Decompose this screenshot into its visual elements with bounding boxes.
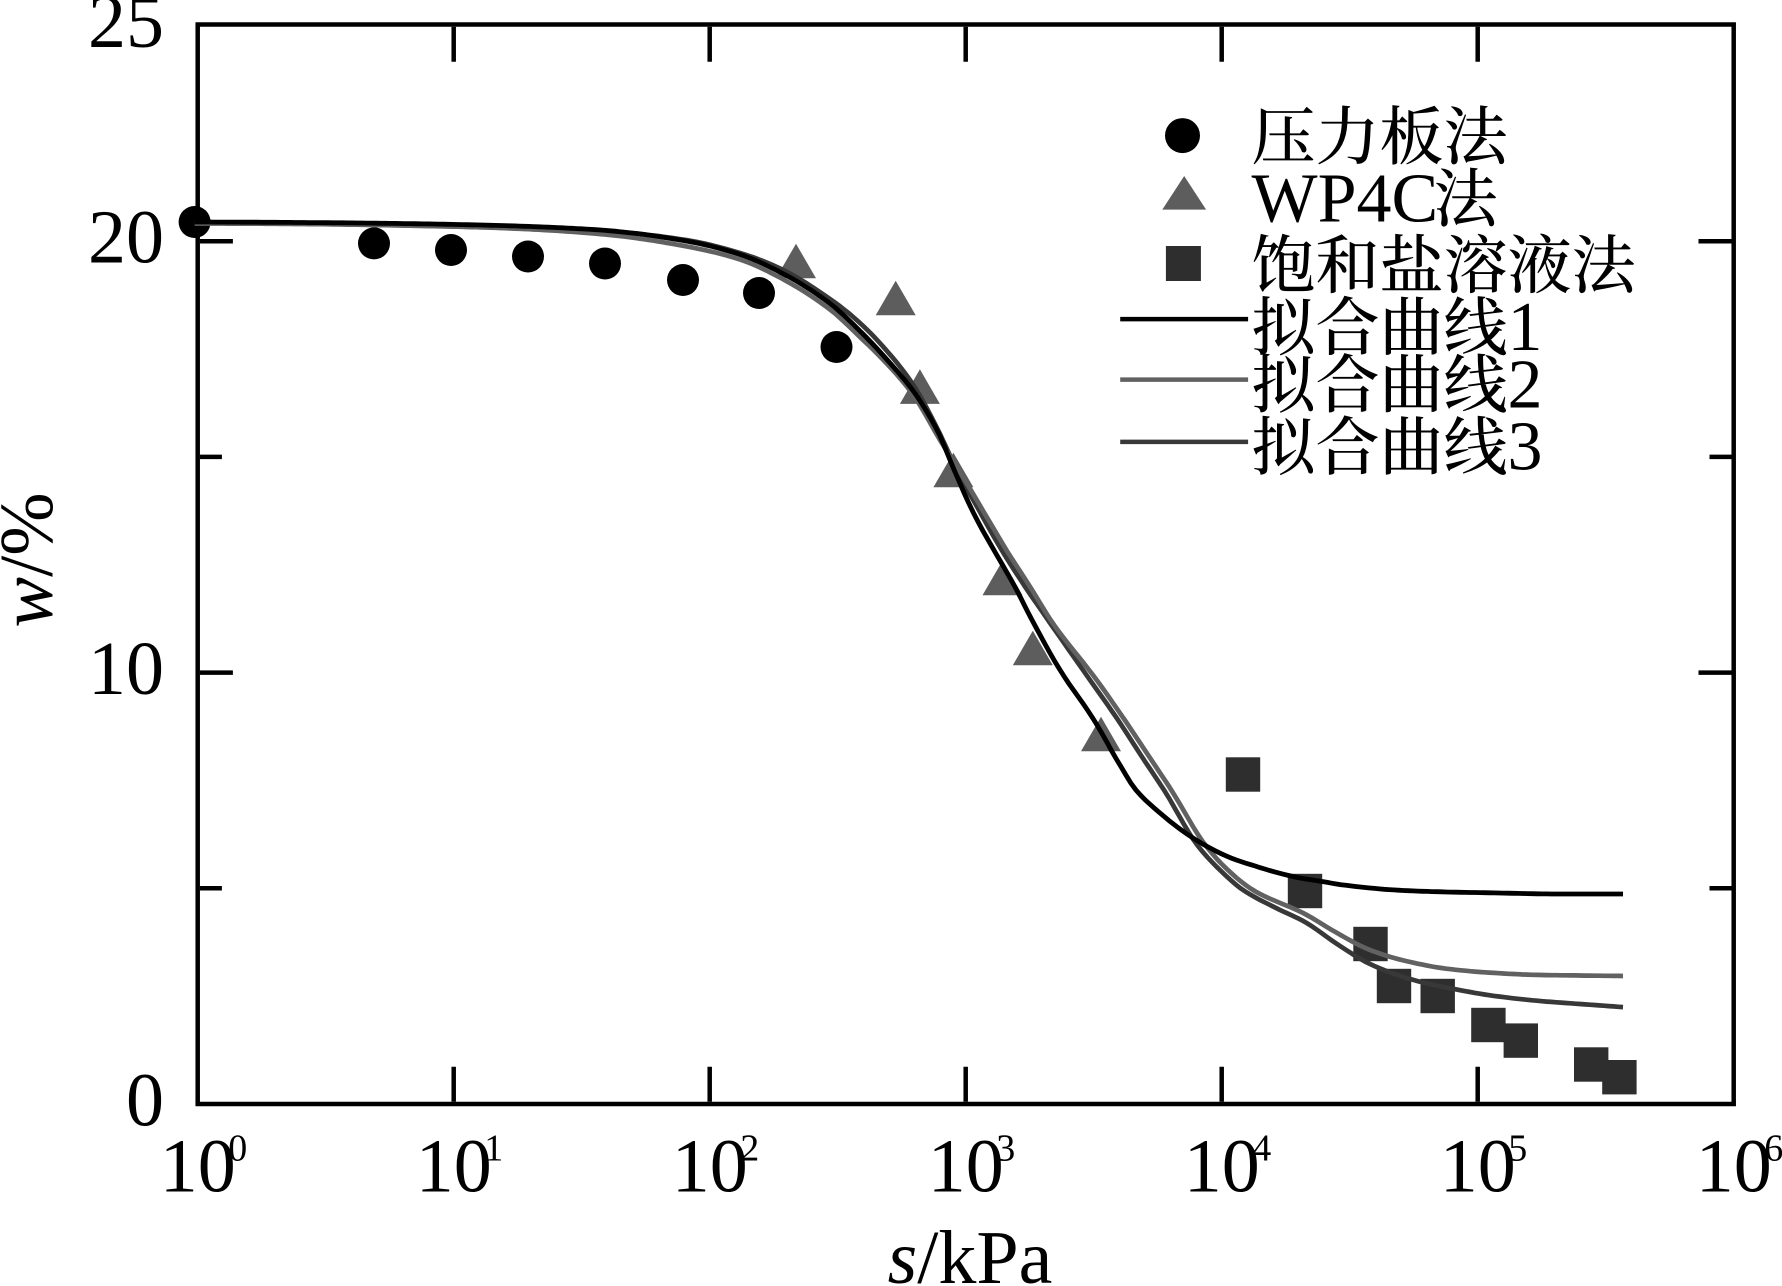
svg-text:10: 10: [672, 1124, 748, 1208]
svg-text:WP4C: WP4C: [1252, 160, 1439, 237]
svg-text:20: 20: [88, 196, 164, 280]
svg-text:0: 0: [126, 1059, 164, 1143]
svg-text:10: 10: [928, 1124, 1004, 1208]
svg-text:2: 2: [1508, 346, 1543, 423]
svg-text:1: 1: [1508, 289, 1543, 366]
svg-text:10: 10: [1696, 1124, 1772, 1208]
svg-text:4: 4: [1252, 1128, 1271, 1170]
svg-text:10: 10: [1184, 1124, 1260, 1208]
svg-text:10: 10: [416, 1124, 492, 1208]
svg-text:2: 2: [740, 1128, 759, 1170]
svg-text:0: 0: [228, 1128, 247, 1170]
svg-text:s/kPa: s/kPa: [888, 1216, 1053, 1286]
svg-text:10: 10: [1440, 1124, 1516, 1208]
svg-text:3: 3: [1508, 409, 1543, 486]
svg-text:10: 10: [88, 627, 164, 711]
svg-text:3: 3: [996, 1128, 1015, 1170]
svg-text:25: 25: [88, 0, 164, 64]
svg-text:6: 6: [1764, 1128, 1782, 1170]
svg-text:w/%: w/%: [0, 492, 69, 627]
svg-text:5: 5: [1508, 1128, 1527, 1170]
svg-text:1: 1: [484, 1128, 503, 1170]
svg-text:10: 10: [160, 1124, 236, 1208]
